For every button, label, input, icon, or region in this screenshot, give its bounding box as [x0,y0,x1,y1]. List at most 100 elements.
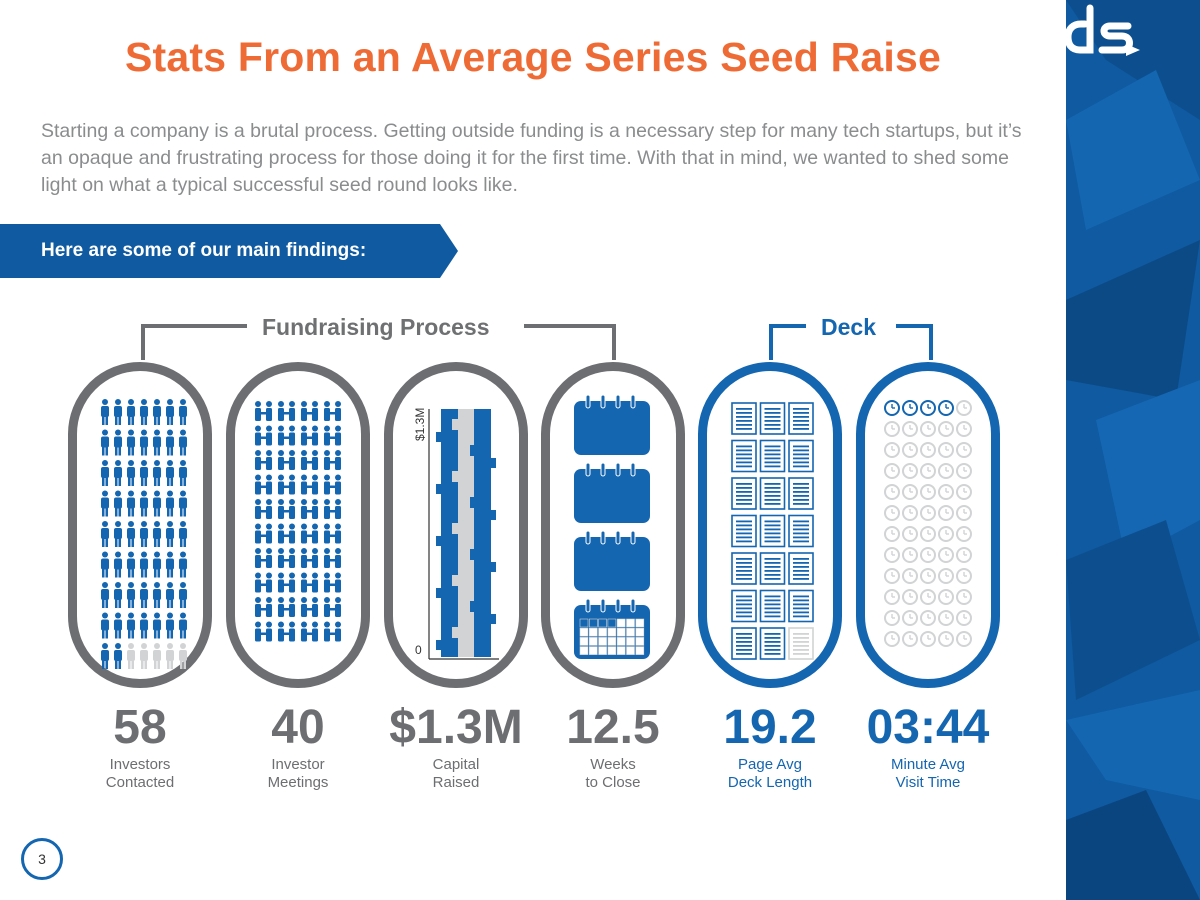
document-page-icon [788,402,814,435]
investor-person-icon [114,582,122,608]
stat-label-line1: Capital [432,756,480,773]
clock-icon [902,505,918,521]
capital-column: $1.3M 0 [413,408,499,660]
clock-icon [956,526,972,542]
handshake-icon [301,597,318,617]
document-page-icon [731,402,757,435]
investor-person-icon [101,612,109,639]
handshake-icon [255,621,272,642]
investor-person-icon [153,551,161,578]
findings-banner: Here are some of our main findings: [0,224,460,278]
stat-deck-length: 19.2 Page Avg Deck Length [690,700,850,792]
clock-icon [884,610,900,626]
clock-icon [956,463,972,479]
handshake-icon [255,523,272,544]
handshake-icon [324,401,341,421]
investor-person-icon [140,429,148,456]
clock-icon [938,421,954,437]
clock-icon [956,610,972,626]
investor-person-icon [101,521,109,547]
handshake-icon [278,597,295,617]
calendar-icon [574,598,650,659]
stat-investor-meetings: 40 Investor Meetings [218,700,378,792]
investor-person-icon [127,551,135,578]
investor-person-icon [127,399,135,425]
document-page-icon [759,627,786,660]
capital-axis-top-label: $1.3M [413,408,427,441]
clock-icon [920,610,936,626]
clock-icon [956,421,972,437]
investor-person-icon [153,643,161,669]
document-page-icon [731,589,757,623]
investor-person-icon [140,551,148,578]
clock-icon [902,463,918,479]
document-page-icon [731,552,757,585]
clock-icon [920,421,936,437]
handshake-icon [278,474,295,495]
capital-axis-zero-label: 0 [415,643,422,657]
handshake-icon [324,425,341,446]
brand-sidebar [1066,0,1200,900]
clock-icon [938,568,954,584]
handshake-icon [301,474,318,495]
document-page-icon [788,552,814,585]
clock-icon [884,484,900,500]
handshake-icon [278,621,295,642]
investor-person-icon [140,612,148,639]
clock-icon [902,526,918,542]
stat-investors-contacted: 58 Investors Contacted [60,700,220,792]
document-page-icon [759,552,786,585]
stat-value: 19.2 [723,701,817,754]
clock-icon [920,547,936,563]
clock-icon [884,631,900,647]
investors-contacted-pill [68,362,212,688]
stat-label-line2: to Close [585,774,641,791]
stat-value: 12.5 [566,701,660,754]
handshake-icon [255,450,272,470]
investor-person-icon [166,582,174,608]
handshake-icon [255,572,272,593]
investor-person-icon [179,399,187,425]
clock-icon [884,589,900,605]
handshake-icon [324,572,341,593]
document-page-icon [759,439,786,473]
investor-person-icon [101,551,109,578]
calendar-icon [574,462,650,523]
clock-icon [884,421,900,437]
handshake-icon [324,474,341,495]
clock-icon [938,526,954,542]
handshake-icon [301,523,318,544]
calendar-icon [574,530,650,591]
clock-icon [956,400,972,416]
stat-value: 40 [271,701,325,754]
stat-label-line2: Raised [432,774,480,791]
investor-person-icon [179,521,187,547]
document-grid [731,402,814,660]
clock-icon [884,568,900,584]
clock-icon [938,463,954,479]
investor-person-icon [153,612,161,639]
sidebar-pattern [1066,0,1200,900]
investor-person-icon [114,429,122,456]
handshake-icon [255,499,272,519]
investor-person-icon [127,490,135,517]
investor-person-icon [140,643,148,669]
clock-icon [902,421,918,437]
investor-person-icon [114,490,122,517]
stat-label-line2: Visit Time [895,774,961,791]
clock-grid [884,400,972,647]
document-page-icon [759,514,786,548]
stat-label-line2: Meetings [267,774,329,791]
handshake-icon [301,450,318,470]
clock-icon [956,589,972,605]
clock-icon [956,484,972,500]
handshake-icon [324,450,341,470]
stat-label-line1: Weeks [590,756,636,773]
investor-person-icon [179,612,187,639]
investor-person-icon [114,460,122,486]
investor-person-icon [114,521,122,547]
clock-icon [884,547,900,563]
stat-visit-time: 03:44 Minute Avg Visit Time [848,700,1008,792]
clock-icon [884,463,900,479]
investor-person-icon [166,612,174,639]
